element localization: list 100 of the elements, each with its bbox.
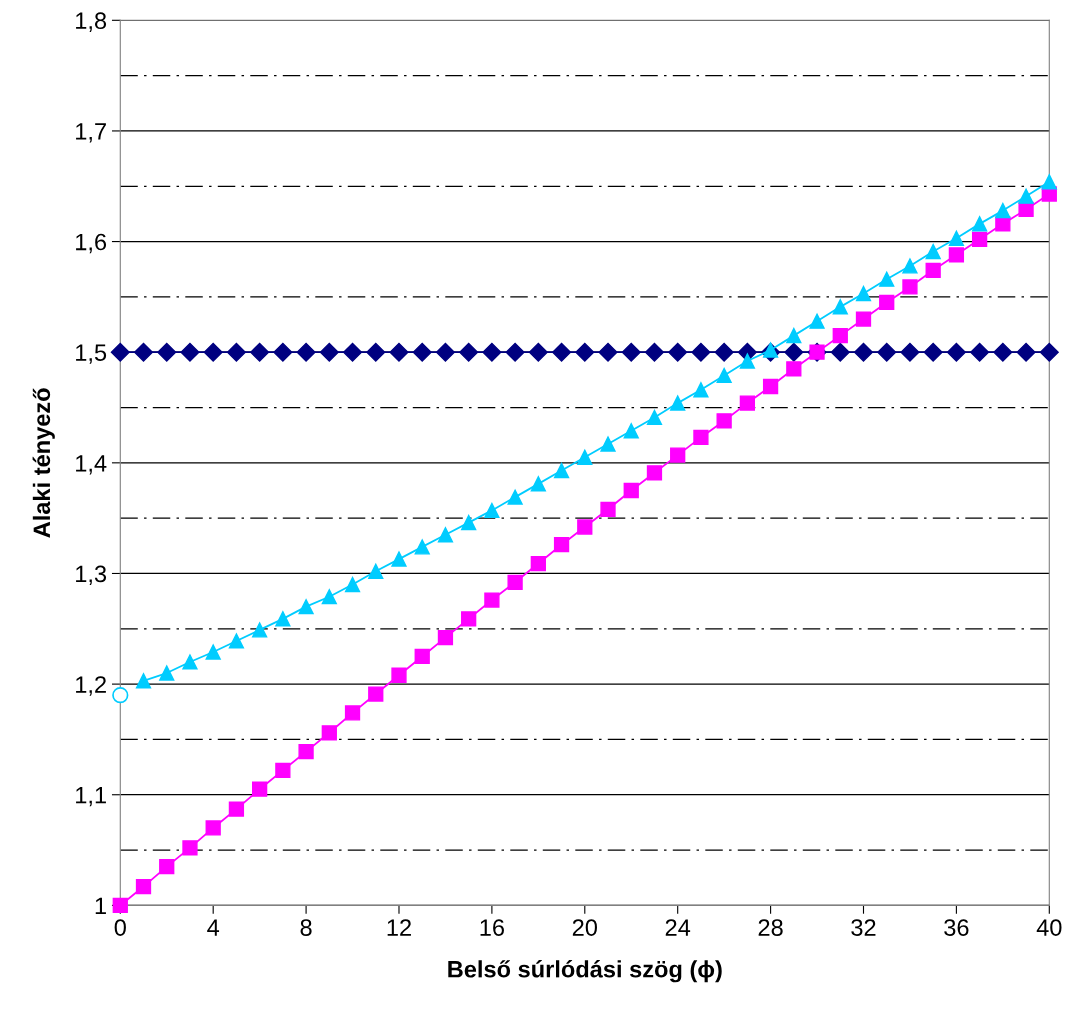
point: [762, 378, 779, 395]
point: [877, 342, 897, 362]
point: [135, 878, 152, 895]
point: [832, 327, 848, 344]
point: [112, 687, 129, 704]
point: [995, 202, 1011, 219]
point: [971, 231, 988, 247]
point: [528, 342, 548, 362]
point: [275, 762, 291, 779]
point: [923, 342, 943, 362]
point: [437, 527, 454, 543]
y-tick-label: 1,2: [76, 676, 106, 696]
point: [321, 725, 337, 741]
point: [1016, 342, 1036, 362]
point: [900, 342, 920, 362]
point: [553, 462, 570, 479]
x-tick-label: 12: [387, 919, 411, 936]
point: [414, 648, 430, 665]
point: [577, 449, 593, 465]
point: [461, 611, 477, 627]
point: [552, 342, 572, 362]
point: [133, 342, 154, 362]
point: [344, 705, 361, 721]
point: [482, 342, 502, 362]
point: [553, 537, 570, 553]
y-tick-label: 1,6: [76, 233, 107, 254]
point: [344, 576, 361, 593]
point: [389, 342, 409, 362]
point: [623, 423, 639, 439]
point: [391, 551, 407, 567]
point: [414, 539, 430, 555]
point: [995, 216, 1011, 232]
point: [435, 342, 455, 362]
point: [505, 342, 525, 362]
point: [228, 801, 245, 817]
point: [946, 342, 966, 362]
point: [368, 686, 384, 702]
point: [716, 413, 732, 429]
point: [832, 299, 848, 315]
point: [970, 342, 990, 362]
point: [925, 243, 941, 260]
y-tick-label: 1,4: [76, 455, 107, 475]
point: [646, 465, 663, 481]
point: [296, 342, 316, 362]
point: [971, 216, 988, 232]
point: [670, 395, 686, 411]
x-tick-label: 40: [1036, 919, 1062, 936]
point: [646, 409, 663, 426]
x-tick-label: 32: [851, 919, 876, 936]
point: [343, 342, 363, 362]
x-tick-label: 20: [572, 919, 597, 936]
point: [786, 327, 802, 344]
point: [670, 447, 686, 463]
point: [830, 342, 850, 362]
point: [391, 667, 407, 683]
point: [203, 342, 223, 362]
point: [716, 367, 732, 384]
point: [182, 654, 198, 670]
point: [205, 820, 221, 836]
point: [644, 342, 665, 362]
point: [879, 271, 895, 287]
point: [598, 342, 618, 362]
point: [902, 258, 918, 274]
point: [228, 633, 245, 649]
y-tick-label: 1,7: [76, 123, 106, 143]
y-tick-label: 1,1: [76, 787, 106, 807]
point: [577, 519, 593, 535]
point: [484, 592, 500, 608]
x-tick-label: 0: [114, 919, 126, 936]
point: [135, 673, 152, 689]
x-tick-label: 16: [480, 919, 504, 936]
point: [298, 743, 314, 760]
point: [319, 342, 339, 362]
point: [530, 555, 546, 572]
point: [993, 342, 1013, 362]
point: [459, 342, 479, 362]
point: [366, 342, 386, 362]
point: [623, 482, 639, 499]
y-axis-title: Alaki tényező: [32, 388, 55, 538]
point: [691, 342, 711, 362]
point: [507, 574, 523, 590]
point: [437, 630, 454, 646]
point: [159, 665, 175, 681]
point: [250, 342, 270, 362]
point: [1018, 188, 1034, 204]
point: [273, 342, 293, 362]
point: [902, 279, 918, 295]
point: [180, 342, 200, 362]
point: [621, 342, 641, 362]
point: [484, 502, 500, 519]
point: [786, 361, 802, 377]
point: [855, 285, 872, 302]
point: [739, 395, 756, 411]
x-tick-label: 8: [300, 919, 312, 936]
point: [412, 342, 432, 362]
point: [668, 342, 688, 362]
point: [600, 436, 616, 452]
point: [159, 859, 175, 875]
point: [693, 382, 709, 398]
y-tick-label: 1: [95, 897, 106, 914]
